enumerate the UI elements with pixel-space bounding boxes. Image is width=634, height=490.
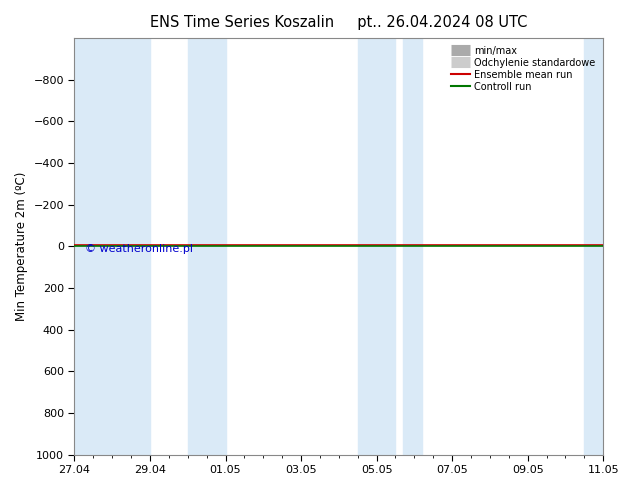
- Bar: [403, 38, 422, 455]
- Bar: [74, 38, 150, 455]
- Bar: [585, 38, 603, 455]
- Legend: min/max, Odchylenie standardowe, Ensemble mean run, Controll run: min/max, Odchylenie standardowe, Ensembl…: [448, 43, 598, 95]
- Y-axis label: Min Temperature 2m (ºC): Min Temperature 2m (ºC): [15, 172, 28, 321]
- Bar: [358, 38, 396, 455]
- Bar: [188, 38, 226, 455]
- Text: © weatheronline.pl: © weatheronline.pl: [85, 244, 193, 254]
- Title: ENS Time Series Koszalin     pt.. 26.04.2024 08 UTC: ENS Time Series Koszalin pt.. 26.04.2024…: [150, 15, 527, 30]
